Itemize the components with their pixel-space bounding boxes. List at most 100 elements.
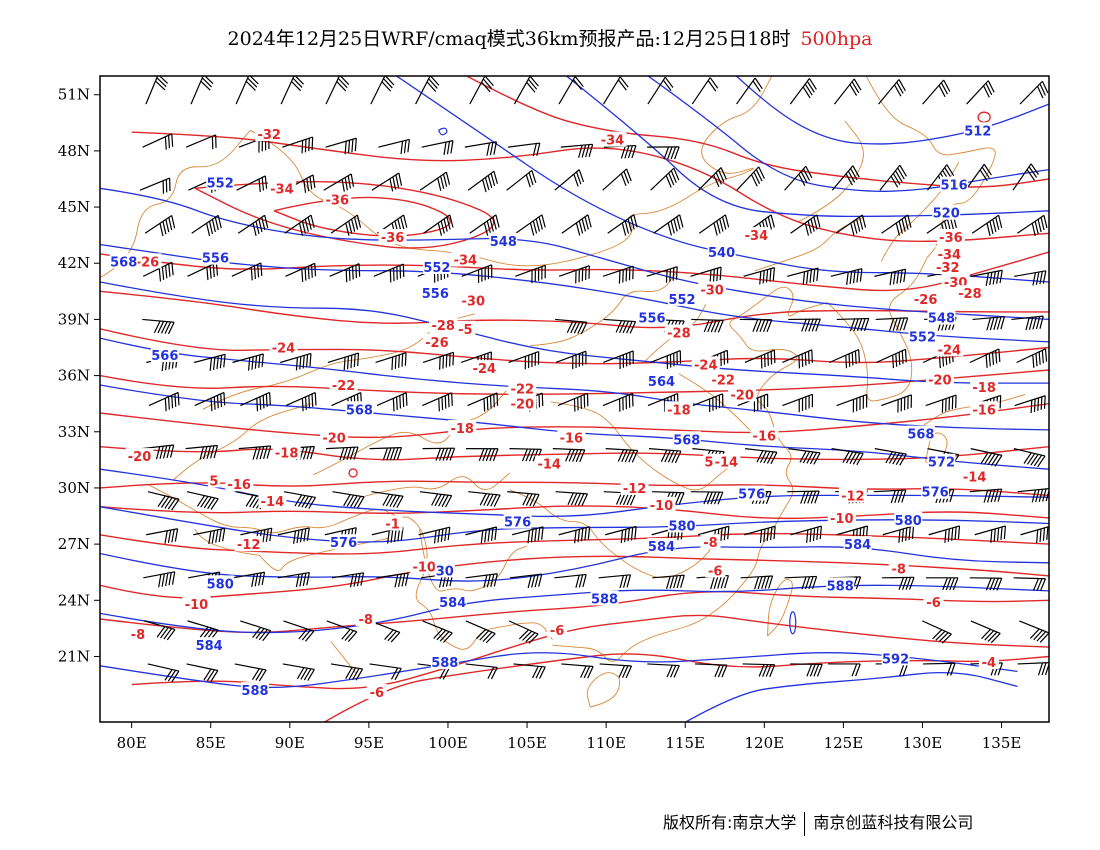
wind-barb <box>558 76 584 105</box>
wind-barb <box>790 663 823 677</box>
wind-barb <box>694 663 728 678</box>
title-pressure-level: 500hpa <box>800 28 873 50</box>
wind-barb <box>690 266 722 284</box>
height-label-bg <box>737 485 766 501</box>
wind-barb <box>560 143 594 158</box>
wind-barb <box>561 214 592 236</box>
height-label: 520 <box>933 207 960 222</box>
temperature-label-bg <box>125 448 154 464</box>
height-label-bg <box>422 258 451 274</box>
temperature-label: -10 <box>830 512 854 527</box>
temperature-label-bg <box>547 622 568 638</box>
wind-barb <box>873 489 907 504</box>
temperature-label: -36 <box>326 194 350 209</box>
height-label-bg <box>668 290 697 306</box>
wind-barb <box>507 142 541 157</box>
wind-barb <box>515 214 546 236</box>
wind-barb <box>325 446 359 461</box>
temperature-label-bg <box>258 493 287 509</box>
wind-barb <box>513 663 546 679</box>
wind-barb <box>1017 661 1049 676</box>
wind-barb <box>191 214 222 237</box>
temperature-label-bg <box>470 360 499 376</box>
temperature-label: -16 <box>753 430 777 445</box>
temperature-label-bg <box>451 251 480 267</box>
coastline-segment <box>172 403 313 481</box>
wind-barb <box>147 491 180 511</box>
wind-barb <box>419 491 453 508</box>
temperature-label: -34 <box>454 254 478 269</box>
wind-barb <box>921 620 952 644</box>
temperature-label: -30 <box>462 295 486 310</box>
wind-barb <box>831 165 860 191</box>
wind-barb <box>555 318 588 335</box>
height-contour <box>100 187 1049 321</box>
wind-barbs <box>139 76 1049 683</box>
temperature-label: -8 <box>131 628 145 643</box>
wind-barb <box>788 448 821 465</box>
wind-barb <box>603 144 637 159</box>
temperature-contour <box>100 505 1049 520</box>
lat-tick-label: 36N <box>58 367 90 385</box>
temperature-label: -10 <box>650 499 674 514</box>
temperature-label-bg <box>936 229 965 245</box>
wind-barb <box>648 448 682 464</box>
coastline-segment <box>259 538 388 571</box>
height-label: 584 <box>439 596 466 611</box>
height-label: 584 <box>648 540 675 555</box>
wind-barb <box>371 491 404 508</box>
temperature-label: -10 <box>412 561 436 576</box>
wind-barb <box>142 261 174 282</box>
temperature-contour <box>273 196 451 237</box>
temperature-label: 5 <box>209 474 218 489</box>
height-label-bg <box>206 174 235 190</box>
temperature-contour <box>100 328 1049 365</box>
wind-barb <box>745 448 778 465</box>
map-frame <box>99 75 1050 723</box>
temperature-label-bg <box>366 684 387 700</box>
wind-barb <box>554 573 587 588</box>
wind-barb <box>193 527 226 545</box>
temperature-label-bg <box>970 401 999 417</box>
temperature-label-bg <box>620 479 649 495</box>
height-label: 580 <box>207 577 234 592</box>
wind-barb <box>419 171 451 191</box>
temperature-label-bg <box>207 472 220 488</box>
wind-barb <box>923 662 956 676</box>
height-label-bg <box>826 577 855 593</box>
wind-barb <box>194 353 226 371</box>
wind-barb <box>185 444 219 460</box>
temperature-contour <box>100 403 1049 439</box>
temperature-label-bg <box>133 253 162 269</box>
wind-barb <box>882 576 915 590</box>
wind-barb <box>789 78 817 105</box>
wind-barb <box>970 448 1003 467</box>
coastline-segment <box>827 257 928 402</box>
lon-tick-label: 100E <box>428 734 468 752</box>
temperature-label-bg <box>923 594 944 610</box>
wind-barb <box>835 214 867 236</box>
wind-barb <box>376 392 408 412</box>
height-label-bg <box>707 244 736 260</box>
temperature-contour <box>100 290 1049 329</box>
temperature-label-bg <box>320 429 349 445</box>
wind-barb <box>1020 525 1049 543</box>
wind-barb <box>234 663 267 682</box>
wind-barb <box>966 80 995 105</box>
coastline-segment <box>530 270 678 347</box>
wind-barb <box>330 214 362 236</box>
wind-barb <box>650 167 680 191</box>
temperature-label-bg <box>935 245 964 261</box>
wind-barb <box>186 491 219 510</box>
height-label: 576 <box>738 488 765 503</box>
lat-tick-label: 33N <box>58 423 90 441</box>
height-label: 566 <box>151 349 178 364</box>
temperature-label-bg <box>508 395 537 411</box>
wind-barb <box>790 214 821 236</box>
temperature-label-bg <box>557 429 586 445</box>
height-label-bg <box>345 401 374 417</box>
lon-tick-label: 115E <box>665 734 705 752</box>
temperature-label: -36 <box>939 231 963 246</box>
wind-barb <box>421 140 454 155</box>
wind-barb <box>240 620 272 642</box>
